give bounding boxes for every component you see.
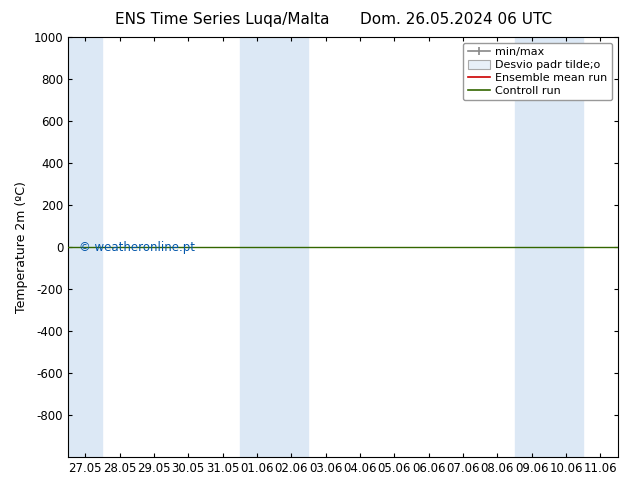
Text: © weatheronline.pt: © weatheronline.pt (79, 241, 195, 254)
Bar (240, 37, 309, 457)
Text: Dom. 26.05.2024 06 UTC: Dom. 26.05.2024 06 UTC (360, 12, 553, 27)
Legend: min/max, Desvio padr tilde;o, Ensemble mean run, Controll run: min/max, Desvio padr tilde;o, Ensemble m… (463, 43, 612, 100)
Y-axis label: Temperature 2m (ºC): Temperature 2m (ºC) (15, 181, 28, 313)
Bar (515, 37, 583, 457)
Bar (68, 37, 102, 457)
Text: ENS Time Series Luqa/Malta: ENS Time Series Luqa/Malta (115, 12, 329, 27)
